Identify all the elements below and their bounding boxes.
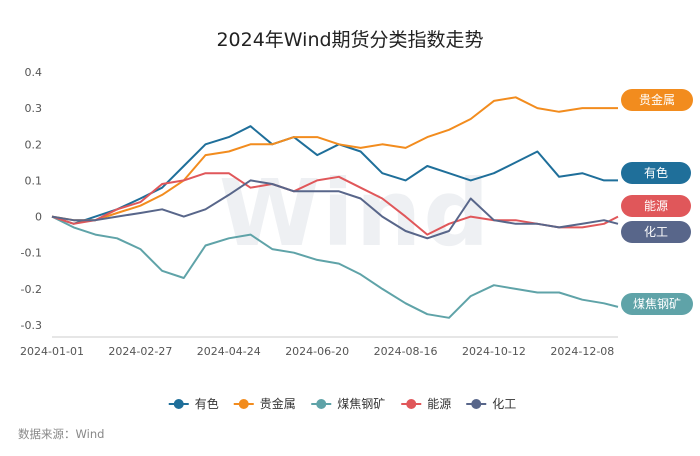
y-tick-label: 0 — [35, 211, 42, 224]
legend-swatch-dot — [471, 399, 482, 409]
end-label: 能源 — [621, 195, 691, 217]
end-label-text: 贵金属 — [639, 92, 675, 107]
x-tick-label: 2024-02-27 — [108, 345, 172, 358]
end-label-pill — [621, 293, 693, 315]
end-label-text: 煤焦钢矿 — [633, 297, 681, 311]
legend: 有色 贵金属 煤焦钢矿 能源 化工 — [168, 396, 516, 411]
legend-item: 贵金属 — [233, 396, 296, 411]
end-label-text: 化工 — [644, 225, 668, 239]
end-label: 煤焦钢矿 — [621, 293, 693, 315]
end-label-text: 有色 — [644, 166, 668, 180]
x-axis: 2024-01-01 2024-02-27 2024-04-24 2024-06-20… — [20, 336, 618, 358]
end-label-text: 能源 — [644, 199, 668, 213]
end-label-pill — [621, 221, 691, 243]
legend-label: 能源 — [427, 397, 451, 411]
chart-title: 2024年Wind期货分类指数走势 — [216, 29, 483, 51]
y-tick-label: 0.4 — [25, 66, 43, 79]
legend-label: 煤焦钢矿 — [337, 397, 385, 411]
y-tick-label: -0.2 — [21, 283, 42, 296]
end-label-pill — [621, 162, 691, 184]
legend-label: 化工 — [492, 397, 516, 411]
source-note: 数据来源：Wind — [18, 427, 104, 441]
series-line — [51, 96, 618, 222]
legend-item: 能源 — [401, 397, 451, 411]
watermark: Wind — [219, 160, 491, 267]
series-line — [51, 215, 619, 319]
legend-item: 有色 — [168, 397, 219, 411]
x-tick-label: 2024-04-24 — [197, 345, 261, 358]
series-line — [51, 179, 619, 240]
series-lines — [51, 96, 619, 319]
x-tick-label: 2024-12-08 — [550, 345, 614, 358]
y-tick-label: 0.1 — [25, 174, 43, 187]
y-tick-label: 0.3 — [25, 102, 43, 115]
end-label: 有色 — [621, 162, 691, 184]
legend-swatch-dot — [173, 399, 184, 409]
legend-label: 贵金属 — [260, 396, 296, 411]
end-label-pill — [621, 89, 693, 111]
legend-label: 有色 — [195, 397, 219, 411]
x-tick-label: 2024-06-20 — [285, 345, 349, 358]
y-tick-label: -0.3 — [21, 319, 42, 332]
end-label: 贵金属 — [621, 89, 693, 111]
series-line — [51, 172, 619, 236]
legend-item: 煤焦钢矿 — [311, 397, 385, 411]
y-tick-label: 0.2 — [25, 138, 43, 151]
y-axis: 0.4 0.3 0.2 0.1 0 -0.1 -0.2 -0.3 — [21, 66, 42, 332]
legend-swatch-dot — [406, 399, 417, 409]
legend-swatch-dot — [316, 399, 327, 409]
y-tick-label: -0.1 — [21, 247, 42, 260]
end-label: 化工 — [621, 221, 691, 243]
x-tick-label: 2024-08-16 — [374, 345, 438, 358]
end-label-pill — [621, 195, 691, 217]
x-tick-label: 2024-10-12 — [462, 345, 526, 358]
x-tick-label: 2024-01-01 — [20, 345, 84, 358]
legend-swatch-dot — [238, 399, 249, 409]
legend-item: 化工 — [466, 397, 516, 411]
